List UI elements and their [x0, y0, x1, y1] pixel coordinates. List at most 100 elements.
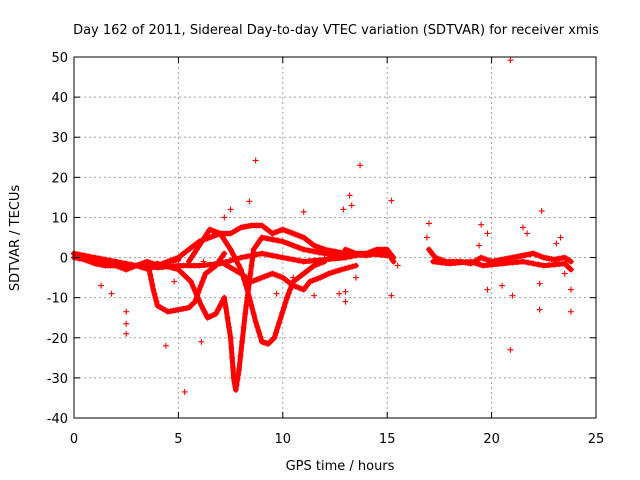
sat-track-j-point [467, 258, 474, 265]
outliers-point [336, 290, 343, 297]
sat-track-h-point [342, 246, 349, 253]
sat-track-e-point [253, 276, 260, 283]
sat-track-c-point [254, 323, 261, 330]
sat-track-d-point [313, 243, 320, 250]
sat-track-b-point [215, 306, 222, 313]
outliers-point [425, 220, 432, 227]
sat-track-a-point [200, 274, 207, 281]
sat-track-c-point [282, 299, 289, 306]
sat-track-j-point [530, 260, 537, 267]
sat-track-b-point [201, 308, 208, 315]
sat-track-c-point [277, 314, 284, 321]
outliers-point [499, 282, 506, 289]
sat-track-c-point [222, 238, 229, 245]
x-tick-label: 20 [483, 432, 500, 447]
sat-track-c-point [311, 262, 318, 269]
sat-track-f-point [290, 256, 297, 263]
sat-track-d-point [196, 238, 203, 245]
outliers-point [476, 242, 483, 249]
sat-track-b-point [316, 249, 323, 256]
y-tick-label: 40 [51, 91, 68, 106]
outliers-point [171, 278, 178, 285]
sat-track-g-point [115, 263, 122, 270]
x-tick-label: 25 [588, 432, 605, 447]
sat-track-c-point [287, 286, 294, 293]
sat-track-d-point [211, 232, 218, 239]
sat-track-j-point [452, 260, 459, 267]
sat-track-j-point [535, 261, 542, 268]
outliers-point [423, 234, 430, 241]
sat-track-b-point [274, 237, 281, 244]
sat-track-c-point [279, 309, 286, 316]
sat-track-c-point [193, 246, 200, 253]
sat-track-d-point [318, 245, 325, 252]
outliers-point [536, 280, 543, 287]
sat-track-g-point [125, 265, 132, 272]
sat-track-e-point [306, 278, 313, 285]
outliers-point [227, 206, 234, 213]
sat-track-c-point [271, 334, 278, 341]
sat-track-i-point [567, 258, 574, 265]
sat-track-f-point [311, 257, 318, 264]
sat-track-a-point [152, 294, 159, 301]
outliers-point [248, 222, 255, 229]
sat-track-a-point [153, 298, 160, 305]
sat-track-j-point [446, 260, 453, 267]
sat-track-g-point [144, 258, 151, 265]
sat-track-c-point [255, 328, 262, 335]
sat-track-a-point [199, 278, 206, 285]
x-tick-label: 5 [174, 432, 182, 447]
sat-track-f-point [227, 257, 234, 264]
sat-track-j-point [470, 259, 477, 266]
outliers-point [557, 234, 564, 241]
sat-track-e-point [338, 266, 345, 273]
sat-track-c-point [235, 261, 242, 268]
outliers-point [509, 292, 516, 299]
sat-track-f-point [185, 262, 192, 269]
sat-track-b-point [311, 248, 318, 255]
sat-track-c-point [206, 226, 213, 233]
sat-track-g-point [128, 264, 135, 271]
sat-track-e-point [256, 275, 263, 282]
sat-track-b-point [295, 244, 302, 251]
sat-track-f-point [332, 255, 338, 262]
sat-track-d-point [277, 227, 284, 234]
sat-track-c-point [273, 329, 280, 336]
sat-track-b-point [181, 272, 188, 279]
sat-track-g-point [131, 263, 138, 270]
sat-track-j-point [509, 259, 516, 266]
sat-track-d-point [337, 249, 344, 256]
y-tick-label: -30 [47, 372, 68, 387]
sat-track-i-point [480, 255, 487, 262]
sat-track-h-point [368, 248, 375, 255]
sat-track-c-point [204, 230, 211, 237]
sat-track-h-point [350, 249, 357, 256]
sat-track-f-point [279, 254, 286, 261]
sat-track-b-point [258, 234, 265, 241]
sat-track-g-point [162, 259, 169, 266]
sat-track-j-point [473, 260, 480, 267]
outliers-point [524, 230, 531, 237]
sat-track-g-point [112, 262, 119, 269]
outliers-point [273, 290, 280, 297]
sat-track-a-point [197, 282, 204, 289]
outliers-point [478, 221, 485, 228]
sat-track-d-point [290, 230, 297, 237]
sat-track-f-point [248, 252, 255, 259]
sat-track-b-point [254, 240, 261, 247]
sat-track-b-point [187, 278, 194, 285]
sat-track-h-point [371, 247, 378, 254]
sat-track-d-point [279, 226, 286, 233]
sat-track-b-point [279, 238, 286, 245]
outliers-point [519, 224, 526, 231]
sat-track-c-point [250, 310, 257, 317]
y-tick-label: 30 [51, 131, 68, 146]
sat-track-b-point [250, 246, 257, 253]
sat-track-b-point [221, 294, 228, 301]
sat-track-c-point [276, 319, 283, 326]
y-tick-label: 10 [51, 211, 68, 226]
sat-track-d-point [311, 242, 318, 249]
sat-track-b-point [300, 246, 307, 253]
sat-track-f-point [196, 262, 203, 269]
outliers-point [311, 292, 318, 299]
